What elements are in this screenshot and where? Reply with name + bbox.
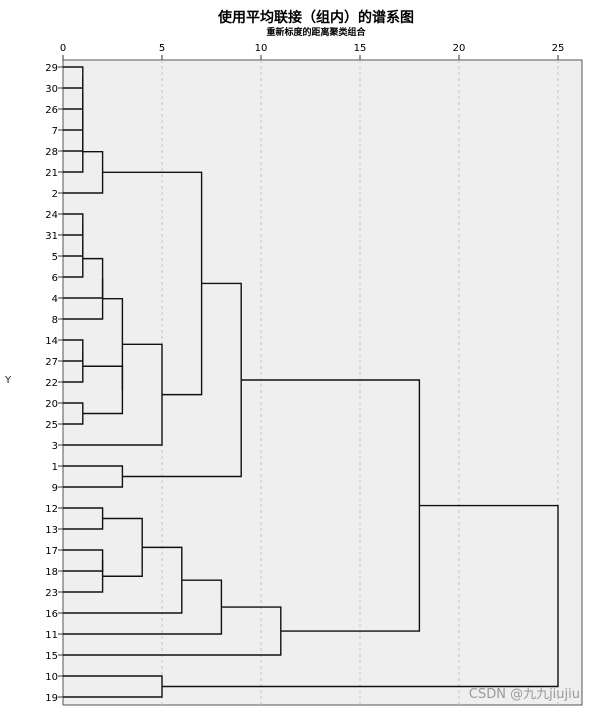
- leaf-label: 24: [45, 210, 58, 221]
- x-tick-label: 5: [159, 43, 165, 54]
- leaf-label: 3: [52, 441, 58, 452]
- leaf-label: 19: [45, 693, 58, 704]
- merge-link: [63, 131, 84, 173]
- leaf-label: 11: [45, 630, 58, 641]
- merge-link: [162, 504, 559, 688]
- leaf-label: 21: [45, 168, 58, 179]
- leaf-label: 20: [45, 399, 58, 410]
- x-axis: 0 5 10 15 20 25: [60, 43, 565, 60]
- leaf-label: 7: [52, 126, 58, 137]
- leaf-label: 5: [52, 252, 58, 263]
- leaf-label: 30: [45, 84, 58, 95]
- x-tick-label: 10: [255, 43, 268, 54]
- x-tick-label: 15: [354, 43, 367, 54]
- leaf-label: 31: [45, 231, 58, 242]
- merge-link: [102, 297, 124, 390]
- leaf-labels: 2930267282122431564814272220253191213171…: [45, 63, 63, 704]
- leaf-label: 17: [45, 546, 58, 557]
- leaf-label: 16: [45, 609, 58, 620]
- leaf-label: 9: [52, 483, 58, 494]
- leaf-label: 26: [45, 105, 58, 116]
- leaf-label: 2: [52, 189, 58, 200]
- leaf-label: 14: [45, 336, 58, 347]
- chart-title: 使用平均联接（组内）的谱系图: [217, 9, 414, 26]
- dendrogram-links: [63, 66, 559, 698]
- y-axis-label: Y: [4, 375, 12, 386]
- merge-link: [63, 240, 84, 278]
- merge-link: [63, 560, 104, 593]
- watermark-text: CSDN @九九jiujiu: [469, 687, 580, 702]
- leaf-label: 6: [52, 273, 58, 284]
- chart-subtitle: 重新标度的距离聚类组合: [266, 26, 366, 38]
- leaf-label: 12: [45, 504, 58, 515]
- leaf-label: 27: [45, 357, 58, 368]
- x-tick-label: 20: [453, 43, 466, 54]
- leaf-label: 22: [45, 378, 58, 389]
- leaf-label: 23: [45, 588, 58, 599]
- leaf-label: 13: [45, 525, 58, 536]
- plot-area: [62, 59, 583, 706]
- leaf-label: 10: [45, 672, 58, 683]
- merge-link: [63, 278, 104, 320]
- x-tick-label: 25: [552, 43, 565, 54]
- leaf-label: 28: [45, 147, 58, 158]
- leaf-label: 8: [52, 315, 58, 326]
- leaf-label: 29: [45, 63, 58, 74]
- x-tick-label: 0: [60, 43, 66, 54]
- leaf-label: 18: [45, 567, 58, 578]
- leaf-label: 25: [45, 420, 58, 431]
- merge-link: [63, 350, 84, 383]
- leaf-label: 15: [45, 651, 58, 662]
- leaf-label: 4: [52, 294, 58, 305]
- leaf-label: 1: [52, 462, 58, 473]
